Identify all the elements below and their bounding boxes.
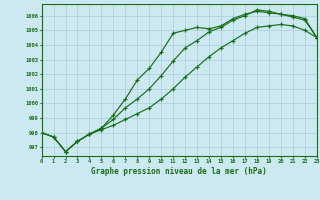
X-axis label: Graphe pression niveau de la mer (hPa): Graphe pression niveau de la mer (hPa) xyxy=(91,167,267,176)
